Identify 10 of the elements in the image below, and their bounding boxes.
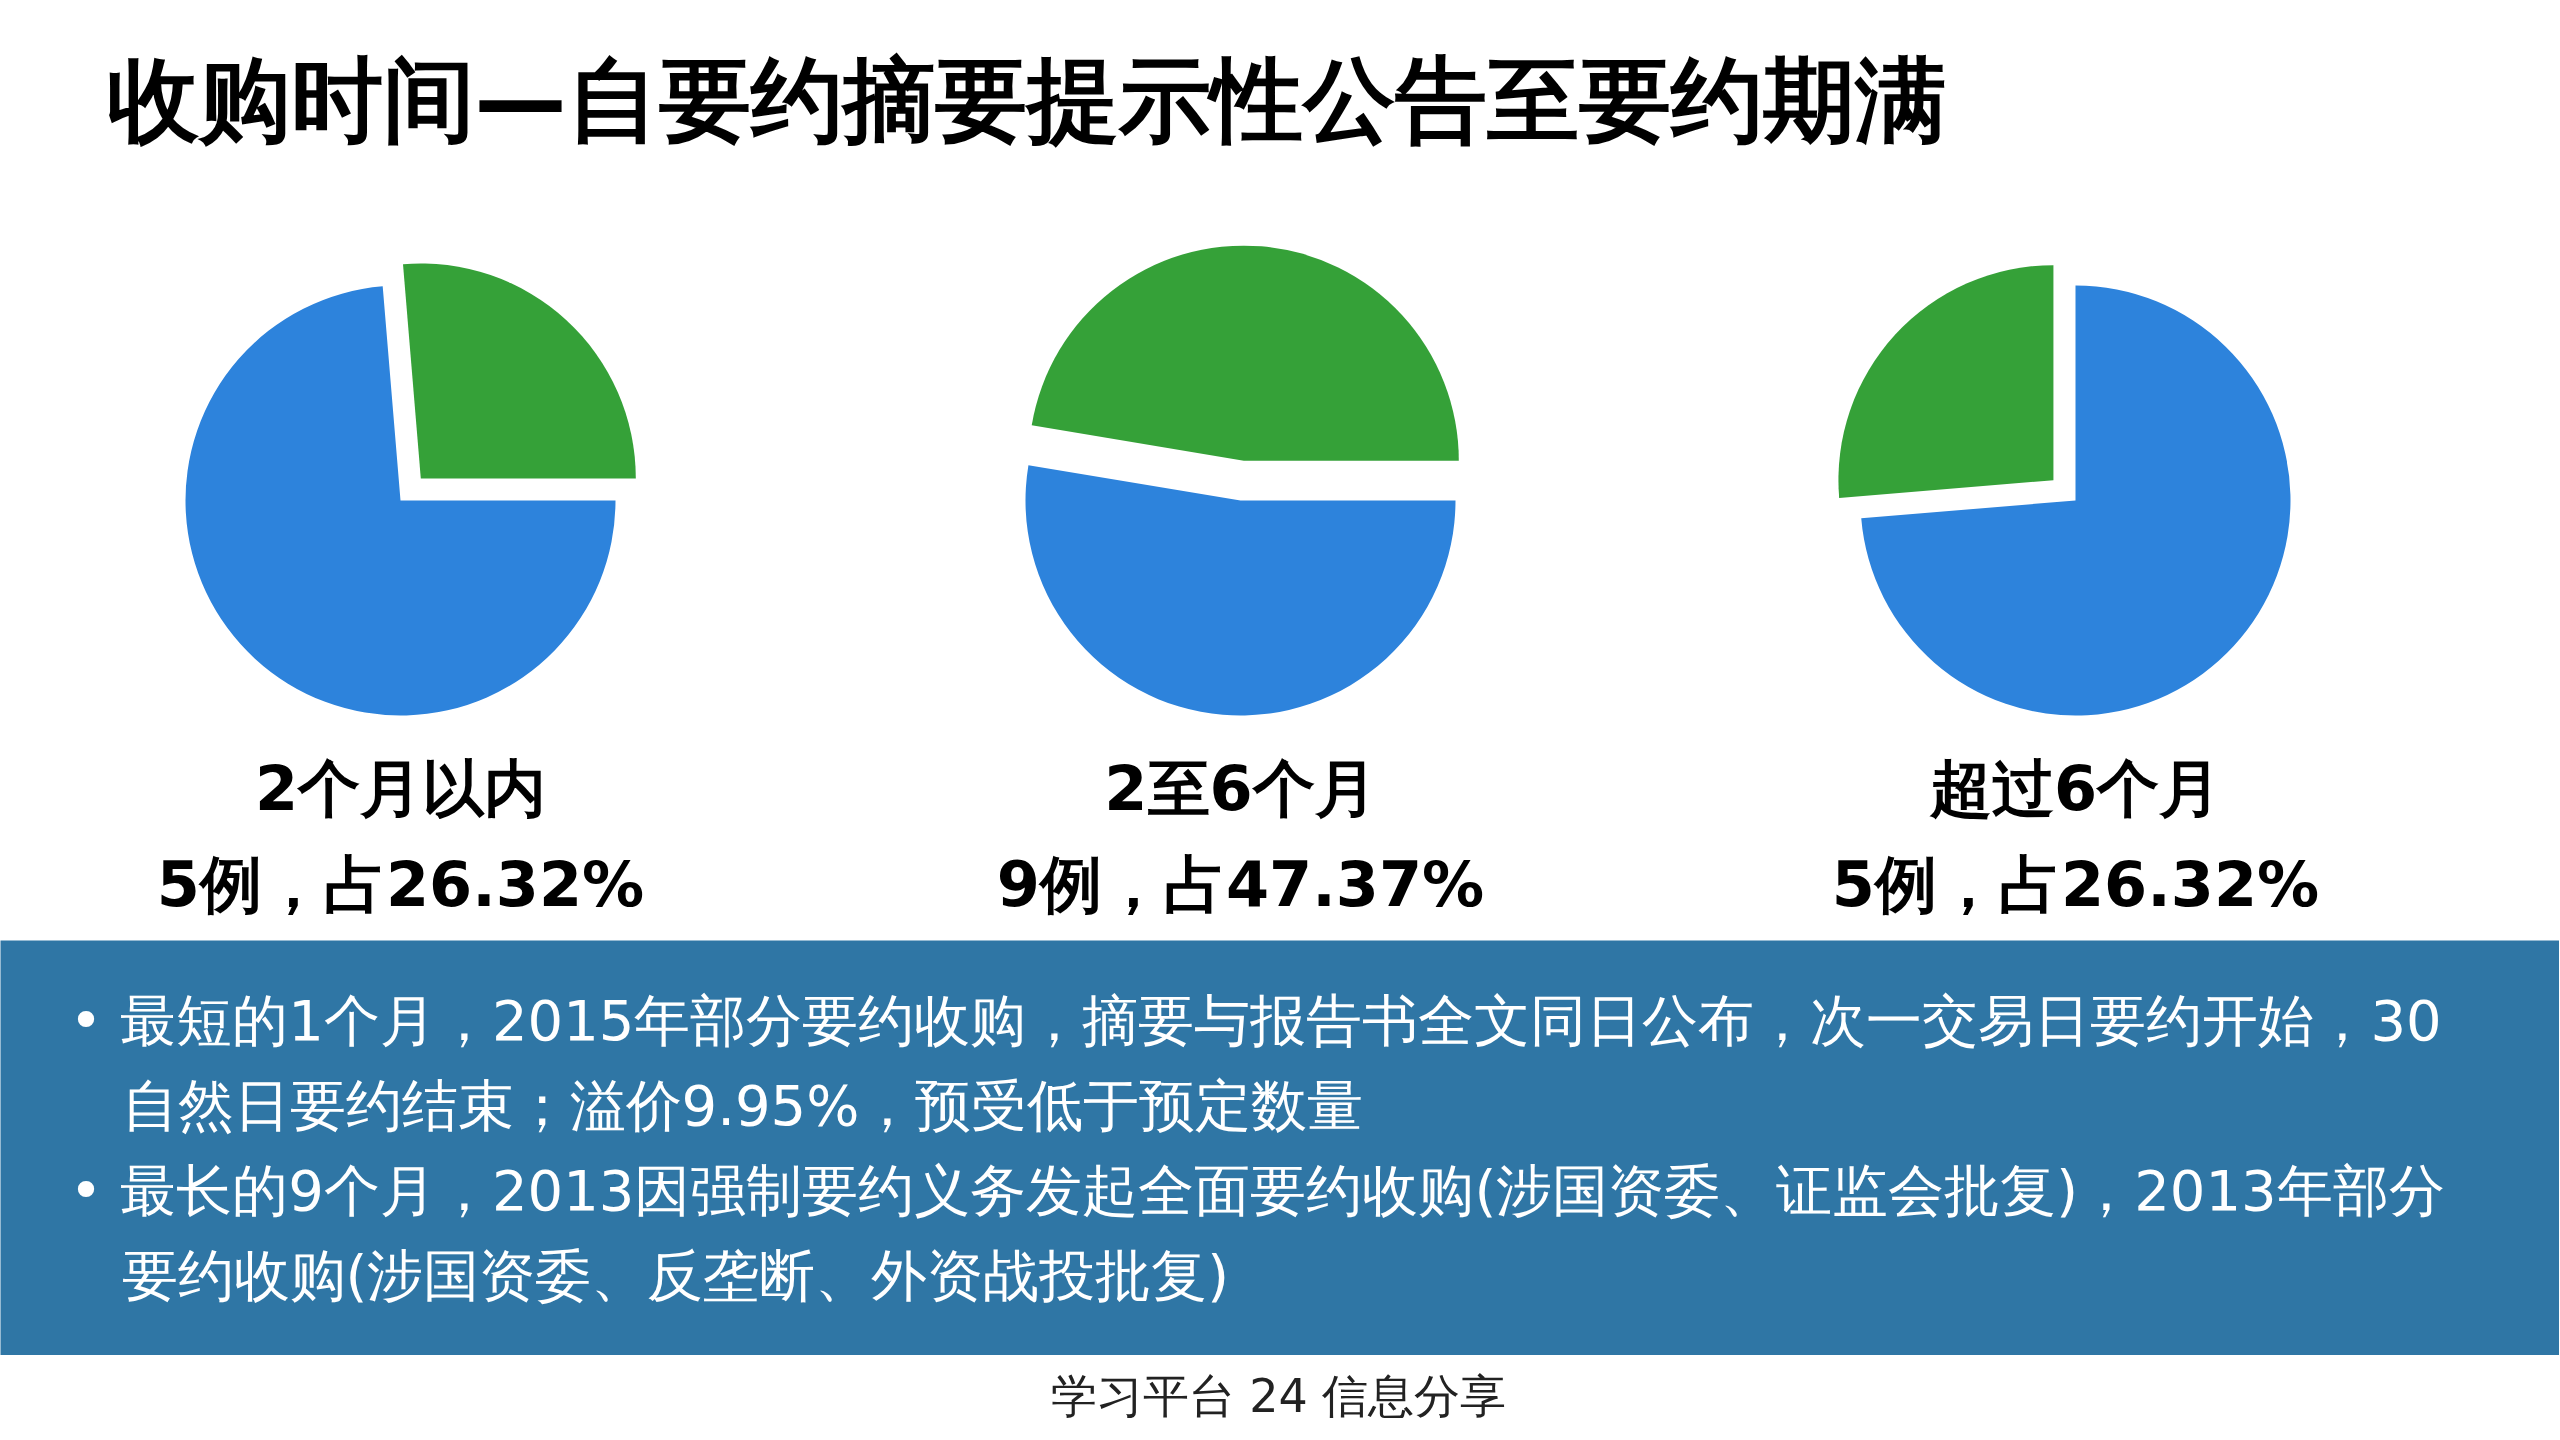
text: 2个月以内	[254, 752, 547, 825]
text: 收购时间—自要约摘要提示性公告至要约期满	[106, 47, 1947, 154]
text: • 最长的9个月，2013因强制要约义务发起全面要约收购(涉国资委、证监会批复)，2013年部分要约收购(涉国资委、反垄断、外资战投批复)	[69, 1158, 2445, 1308]
text: • 最短的1个月，2015年部分要约收购，摘要与报告书全文同日公布，次一交易日要约开始，30自然日要约结束；溢价9.95%，预受低于预定数量	[69, 988, 2442, 1138]
text: 5例，占26.32%	[156, 848, 645, 921]
text: 2至6个月	[1104, 752, 1377, 825]
text: 超过6个月	[1928, 752, 2222, 825]
text: 学习平台 24 信息分享	[1050, 1368, 1507, 1423]
text: 5例，占26.32%	[1831, 848, 2320, 921]
text: 9例，占47.37%	[996, 848, 1485, 921]
